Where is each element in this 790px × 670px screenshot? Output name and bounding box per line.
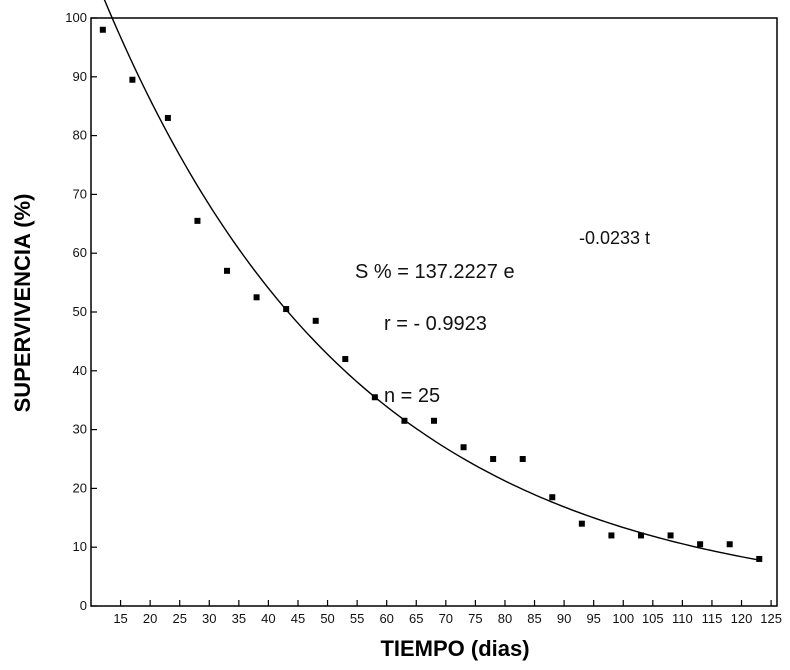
x-tick-label: 95 (586, 611, 600, 626)
x-tick-label: 110 (672, 611, 693, 626)
equation-exponent-annotation: -0.0233 t (579, 228, 650, 248)
data-point (549, 494, 556, 501)
x-tick-label: 65 (409, 611, 423, 626)
x-tick-label: 105 (642, 611, 664, 626)
x-axis-title: TIEMPO (dias) (380, 636, 529, 661)
y-axis-title: SUPERVIVENCIA (%) (10, 194, 35, 413)
y-tick-label: 60 (73, 245, 87, 260)
data-point (224, 267, 231, 274)
y-tick-label: 50 (73, 304, 87, 319)
y-tick-label: 30 (73, 422, 87, 437)
x-tick-label: 70 (439, 611, 453, 626)
data-point (283, 306, 290, 313)
x-tick-label: 40 (261, 611, 275, 626)
data-point (312, 317, 319, 324)
x-tick-label: 115 (702, 611, 723, 626)
n-annotation: n = 25 (384, 385, 440, 407)
data-point (194, 217, 201, 224)
data-point (490, 456, 497, 462)
data-points-layer (99, 26, 763, 562)
x-tick-label: 15 (113, 611, 127, 626)
x-tick-label: 20 (143, 611, 157, 626)
x-tick-label: 45 (291, 611, 305, 626)
data-point (519, 456, 526, 462)
y-tick-label: 100 (65, 10, 87, 25)
data-point (697, 541, 704, 548)
data-point (667, 532, 674, 539)
x-tick-label: 85 (527, 611, 541, 626)
y-tick-label: 40 (73, 363, 87, 378)
data-point (431, 417, 437, 424)
x-tick-label: 55 (350, 611, 364, 626)
fit-curve (103, 0, 760, 561)
data-point (756, 555, 763, 562)
y-tick-label: 0 (80, 598, 87, 613)
x-tick-label: 100 (612, 611, 634, 626)
x-tick-label: 125 (760, 611, 782, 626)
x-tick-label: 50 (320, 611, 334, 626)
y-tick-label: 10 (73, 539, 87, 554)
data-point (401, 417, 408, 424)
data-point (164, 114, 171, 121)
y-tick-label: 20 (73, 480, 87, 495)
y-tick-label: 90 (73, 69, 87, 84)
data-point (637, 532, 644, 539)
x-tick-label: 30 (202, 611, 216, 626)
fit-curve-layer (103, 0, 760, 561)
data-point (253, 294, 260, 301)
data-point (608, 532, 615, 539)
data-point (726, 541, 733, 548)
ticks: 0 10 20 30 40 50 60 70 80 90 100 15 20 25 30 35 40 45 50 55… (65, 10, 782, 626)
data-point (460, 444, 467, 451)
x-tick-label: 75 (468, 611, 482, 626)
r-annotation: r = - 0.9923 (384, 313, 487, 335)
x-tick-label: 120 (731, 611, 753, 626)
y-tick-label: 70 (73, 186, 87, 201)
y-tick-label: 80 (73, 128, 87, 143)
data-point (129, 76, 136, 83)
x-tick-label: 35 (232, 611, 246, 626)
x-tick-label: 60 (379, 611, 393, 626)
data-point (371, 394, 378, 401)
data-point (342, 356, 349, 363)
equation-annotation: S % = 137.2227 e (355, 261, 515, 283)
data-point (578, 520, 585, 527)
x-tick-label: 80 (498, 611, 512, 626)
x-tick-label: 90 (557, 611, 571, 626)
x-tick-label: 25 (172, 611, 186, 626)
data-point (99, 26, 106, 33)
